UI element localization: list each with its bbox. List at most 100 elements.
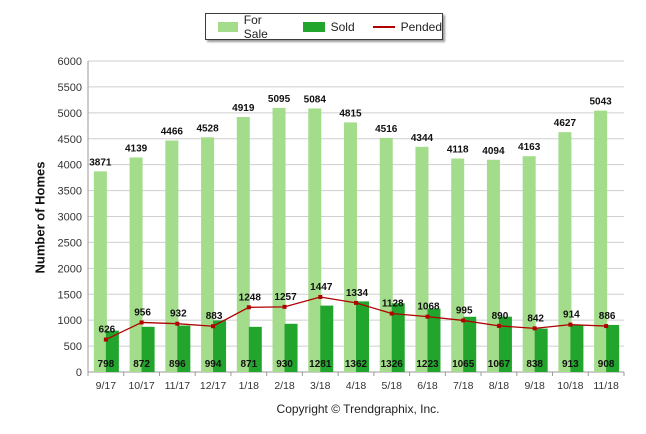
data-label-pended: 956 [134, 307, 151, 318]
data-label-sold: 1281 [309, 359, 332, 370]
bar-sold [248, 326, 262, 372]
data-label-pended: 1257 [274, 292, 297, 303]
data-label-pended: 1334 [346, 288, 369, 299]
legend-label-sold: Sold [330, 19, 355, 34]
x-tick-label: 6/18 [417, 380, 438, 392]
data-label-for-sale: 4094 [482, 146, 505, 157]
chart-legend: For Sale Sold Pended [205, 13, 443, 41]
data-label-for-sale: 4627 [554, 118, 577, 129]
y-tick-label: 2500 [58, 237, 82, 249]
data-label-pended: 626 [99, 325, 116, 336]
bar-for-sale [93, 171, 107, 372]
legend-item-pended: Pended [372, 20, 442, 34]
data-label-sold: 1067 [488, 359, 511, 370]
bar-for-sale [201, 137, 215, 372]
x-tick-label: 11/18 [593, 380, 619, 392]
legend-item-for-sale: For Sale [218, 13, 285, 41]
data-label-sold: 838 [526, 359, 543, 370]
bar-for-sale [415, 146, 429, 372]
bar-sold [356, 301, 369, 372]
data-label-for-sale: 4163 [518, 142, 541, 153]
data-label-sold: 872 [133, 359, 150, 370]
x-tick-label: 2/18 [274, 380, 295, 392]
x-tick-label: 4/18 [346, 380, 367, 392]
data-label-pended: 995 [456, 305, 473, 316]
data-label-pended: 1068 [417, 302, 440, 313]
y-tick-label: 5000 [58, 108, 82, 120]
point-pended [318, 294, 323, 299]
data-label-for-sale: 4466 [161, 127, 184, 138]
bar-for-sale [522, 156, 536, 372]
point-pended [175, 321, 180, 326]
data-label-sold: 1223 [416, 359, 439, 370]
bar-for-sale [272, 107, 286, 372]
data-label-for-sale: 3871 [89, 157, 112, 168]
data-label-pended: 883 [206, 311, 223, 322]
point-pended [389, 311, 394, 316]
data-label-pended: 1128 [382, 299, 404, 310]
bar-for-sale [236, 117, 250, 372]
bar-for-sale [594, 110, 608, 373]
bar-for-sale [486, 159, 500, 372]
data-label-sold: 908 [598, 359, 615, 370]
bar-for-sale [558, 132, 572, 372]
y-tick-label: 4500 [58, 134, 82, 146]
data-label-for-sale: 4516 [375, 124, 398, 135]
data-label-for-sale: 5084 [304, 94, 327, 105]
data-label-for-sale: 4344 [411, 133, 434, 144]
point-pended [461, 318, 466, 323]
point-pended [532, 326, 537, 331]
x-tick-label: 1/18 [239, 380, 260, 392]
data-label-for-sale: 4528 [196, 123, 219, 134]
x-tick-label: 9/17 [96, 380, 117, 392]
x-tick-label: 8/18 [489, 380, 510, 392]
y-tick-label: 3500 [58, 186, 82, 198]
bar-sold [213, 320, 227, 372]
legend-item-sold: Sold [302, 19, 355, 34]
point-pended [282, 304, 287, 309]
y-tick-label: 500 [64, 341, 82, 353]
point-pended [568, 322, 573, 327]
data-label-sold: 798 [98, 359, 115, 370]
y-tick-label: 1500 [58, 289, 82, 301]
legend-swatch-for-sale [218, 21, 238, 32]
y-tick-label: 2000 [58, 263, 82, 275]
x-tick-label: 11/17 [165, 380, 191, 392]
data-label-for-sale: 4919 [232, 103, 255, 114]
bar-sold [606, 324, 620, 372]
point-pended [604, 324, 609, 329]
bar-sold [391, 303, 405, 372]
data-label-for-sale: 5043 [590, 97, 613, 108]
data-label-for-sale: 4139 [125, 143, 148, 154]
bar-for-sale [379, 137, 393, 372]
y-tick-label: 0 [76, 367, 82, 379]
data-label-pended: 886 [599, 311, 616, 322]
y-tick-label: 5500 [58, 82, 82, 94]
data-label-sold: 1065 [452, 359, 475, 370]
data-label-sold: 994 [205, 359, 222, 370]
x-tick-label: 10/17 [128, 380, 154, 392]
data-label-pended: 914 [563, 310, 580, 321]
data-label-sold: 930 [276, 359, 293, 370]
bar-sold [463, 316, 477, 372]
data-label-sold: 913 [562, 359, 579, 370]
data-label-pended: 842 [527, 313, 544, 324]
point-pended [139, 320, 144, 325]
bar-sold [498, 316, 512, 372]
data-label-pended: 932 [170, 309, 187, 320]
point-pended [246, 305, 251, 310]
bar-sold [320, 305, 334, 372]
bar-sold [284, 323, 298, 372]
legend-swatch-sold [302, 21, 325, 32]
bar-sold [427, 308, 441, 372]
bar-for-sale [344, 122, 357, 372]
bar-for-sale [165, 140, 179, 372]
data-label-sold: 896 [169, 359, 186, 370]
x-tick-label: 9/18 [524, 380, 545, 392]
data-label-pended: 890 [492, 311, 509, 322]
y-tick-label: 1000 [58, 315, 82, 327]
point-pended [425, 314, 430, 319]
legend-label-for-sale: For Sale [243, 12, 268, 41]
point-pended [211, 324, 216, 329]
